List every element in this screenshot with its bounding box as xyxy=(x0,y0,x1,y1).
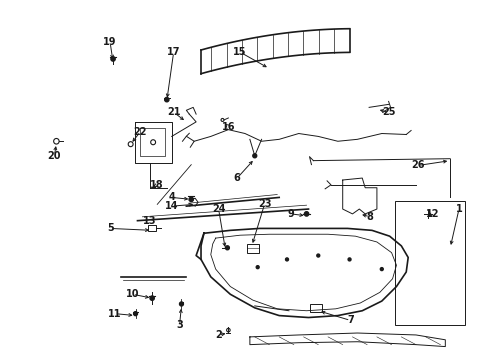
Circle shape xyxy=(133,312,137,316)
Bar xyxy=(246,244,258,253)
Text: 22: 22 xyxy=(133,127,147,136)
Text: 25: 25 xyxy=(381,107,395,117)
Text: 8: 8 xyxy=(366,212,373,222)
Circle shape xyxy=(347,258,350,261)
Text: 2: 2 xyxy=(215,330,222,340)
Circle shape xyxy=(225,246,229,250)
Text: 19: 19 xyxy=(103,37,117,48)
Text: 12: 12 xyxy=(425,209,438,219)
Text: 1: 1 xyxy=(455,204,462,214)
Circle shape xyxy=(164,98,169,102)
Text: 14: 14 xyxy=(164,201,178,211)
Text: 24: 24 xyxy=(211,204,225,214)
Circle shape xyxy=(179,302,183,306)
Circle shape xyxy=(189,197,193,202)
Circle shape xyxy=(380,267,383,271)
Text: 4: 4 xyxy=(168,193,175,202)
Text: 23: 23 xyxy=(257,199,271,209)
Circle shape xyxy=(111,57,115,61)
Text: 18: 18 xyxy=(150,180,163,190)
Circle shape xyxy=(256,266,259,269)
Bar xyxy=(148,225,156,231)
Text: 9: 9 xyxy=(287,209,294,219)
Circle shape xyxy=(252,154,256,158)
Bar xyxy=(395,201,464,325)
Circle shape xyxy=(316,254,319,257)
Text: 11: 11 xyxy=(108,309,122,319)
Text: 15: 15 xyxy=(233,47,246,57)
Text: 26: 26 xyxy=(410,161,424,171)
Text: 20: 20 xyxy=(48,151,61,161)
Text: 6: 6 xyxy=(233,173,240,183)
Text: 16: 16 xyxy=(221,122,235,132)
Circle shape xyxy=(285,258,288,261)
Circle shape xyxy=(304,212,308,216)
Text: 21: 21 xyxy=(166,107,180,117)
Text: 17: 17 xyxy=(166,47,180,57)
Bar xyxy=(310,304,322,312)
Text: 5: 5 xyxy=(106,224,113,233)
Text: 7: 7 xyxy=(346,315,353,325)
Text: 10: 10 xyxy=(125,289,139,299)
Text: 3: 3 xyxy=(176,320,183,330)
Circle shape xyxy=(150,296,154,300)
Text: 13: 13 xyxy=(142,216,156,226)
